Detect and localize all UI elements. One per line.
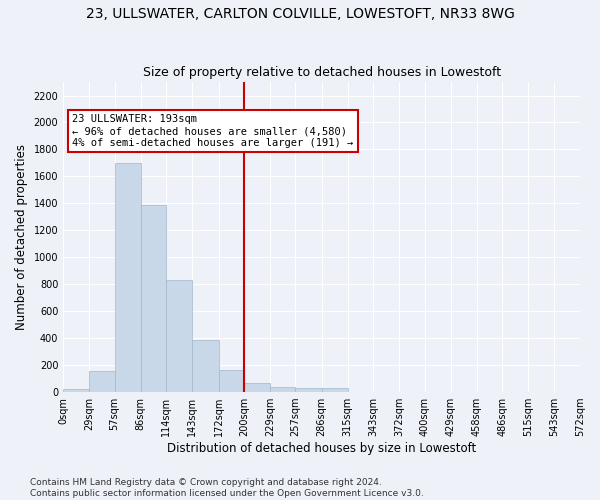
Bar xyxy=(218,370,244,392)
Bar xyxy=(322,388,348,392)
Bar xyxy=(270,386,295,392)
Bar xyxy=(244,382,270,392)
Bar xyxy=(166,280,193,392)
Bar xyxy=(141,204,166,392)
Bar xyxy=(115,163,141,392)
Title: Size of property relative to detached houses in Lowestoft: Size of property relative to detached ho… xyxy=(143,66,500,80)
Text: 23 ULLSWATER: 193sqm
← 96% of detached houses are smaller (4,580)
4% of semi-det: 23 ULLSWATER: 193sqm ← 96% of detached h… xyxy=(72,114,353,148)
Text: 23, ULLSWATER, CARLTON COLVILLE, LOWESTOFT, NR33 8WG: 23, ULLSWATER, CARLTON COLVILLE, LOWESTO… xyxy=(86,8,514,22)
Bar xyxy=(63,390,89,392)
Text: Contains HM Land Registry data © Crown copyright and database right 2024.
Contai: Contains HM Land Registry data © Crown c… xyxy=(30,478,424,498)
X-axis label: Distribution of detached houses by size in Lowestoft: Distribution of detached houses by size … xyxy=(167,442,476,455)
Bar xyxy=(89,371,115,392)
Y-axis label: Number of detached properties: Number of detached properties xyxy=(15,144,28,330)
Bar xyxy=(295,388,322,392)
Bar xyxy=(193,340,218,392)
